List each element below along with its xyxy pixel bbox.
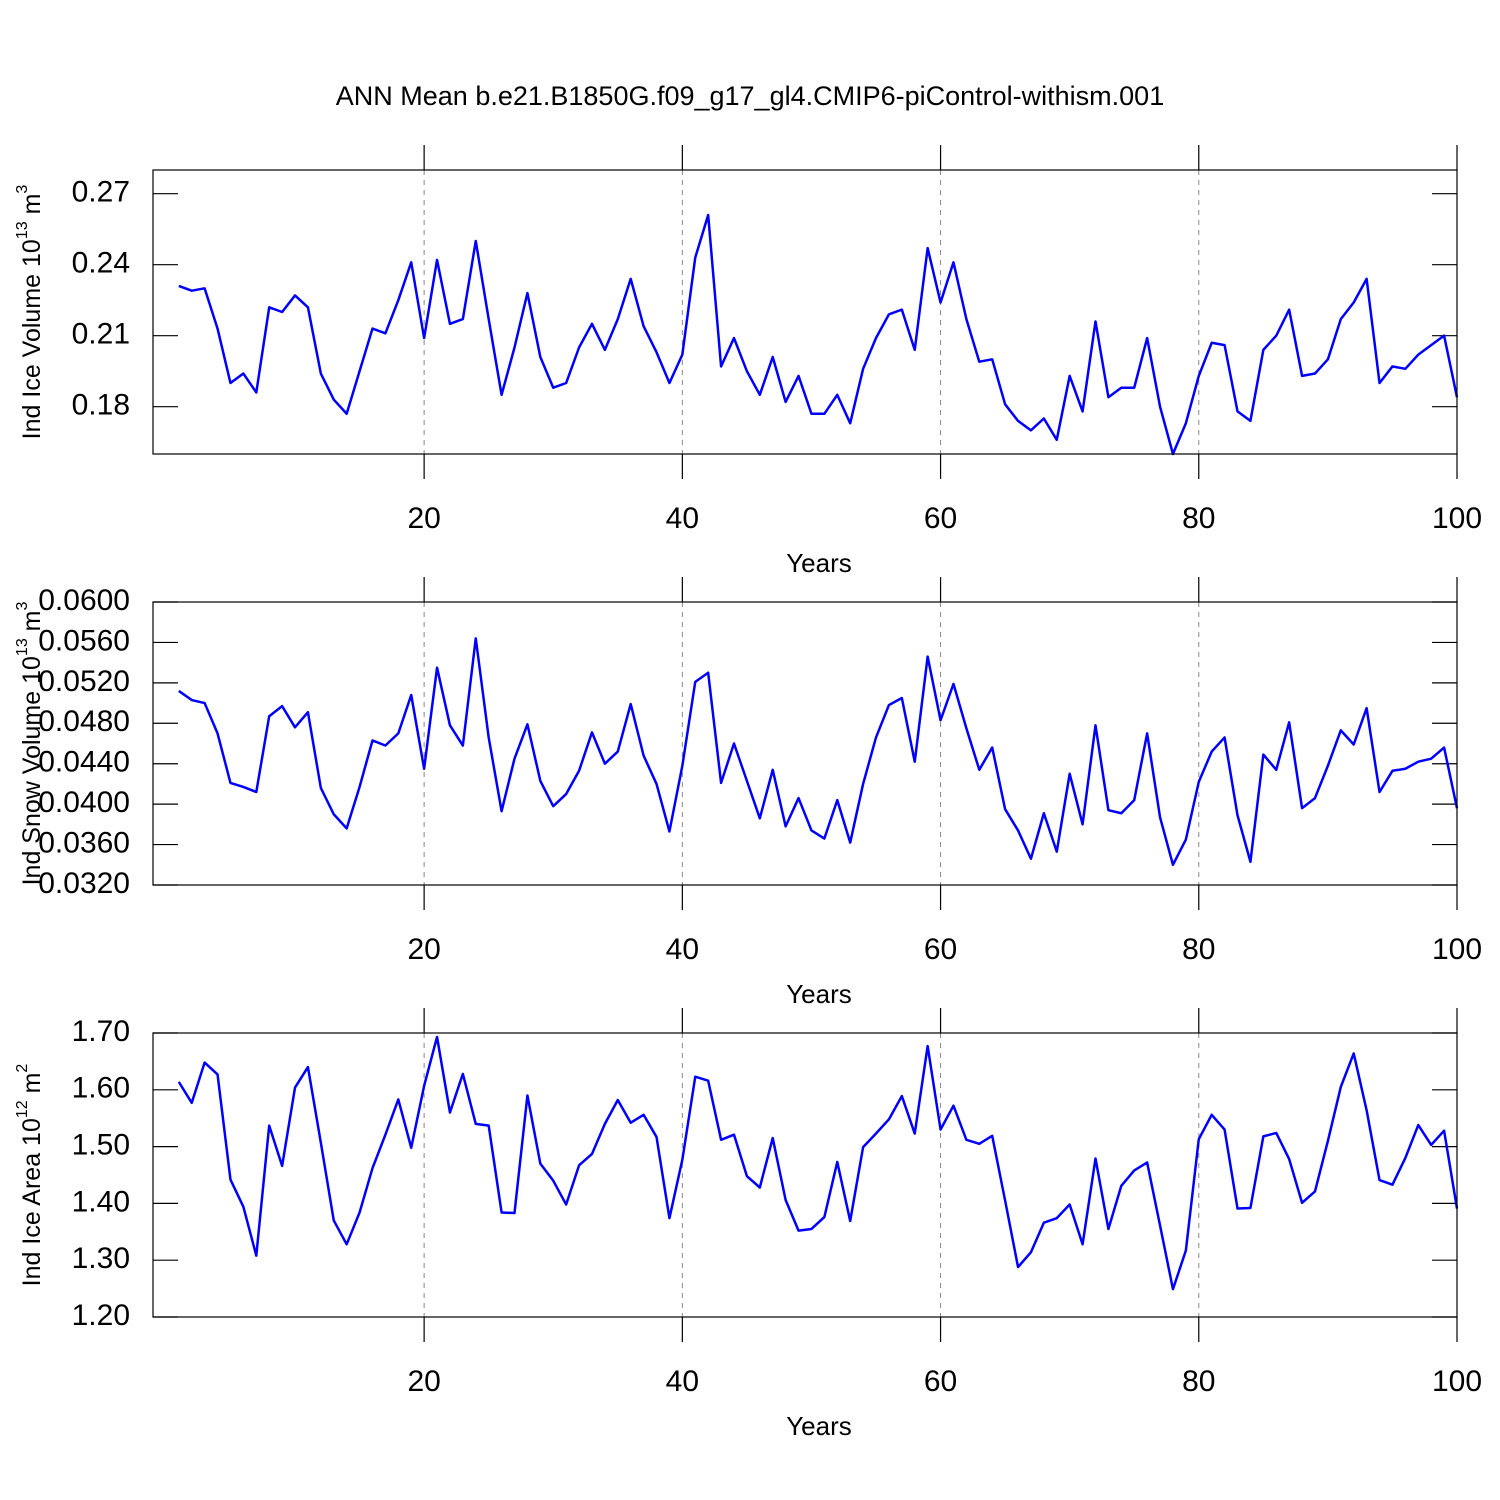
y-axis-label: Ind Snow Volume 1013 m3 <box>14 602 45 886</box>
chart-title: ANN Mean b.e21.B1850G.f09_g17_gl4.CMIP6-… <box>336 81 1164 111</box>
x-tick-label: 80 <box>1182 1365 1215 1398</box>
y-axis-label-part: m <box>18 611 46 639</box>
x-tick-label: 20 <box>407 1365 440 1398</box>
y-axis-label-part: m <box>18 1073 46 1101</box>
data-line <box>178 213 1459 456</box>
data-line <box>177 1035 1459 1291</box>
y-axis-label-part: Ind Snow Volume 10 <box>18 656 46 885</box>
y-tick-label: 0.21 <box>72 318 130 351</box>
y-tick-label: 0.0480 <box>38 705 130 738</box>
y-tick-label: 0.0320 <box>38 867 130 900</box>
x-tick-label: 60 <box>924 933 957 966</box>
y-axis-label: Ind Ice Volume 1013 m3 <box>14 185 45 440</box>
x-tick-label: 80 <box>1182 933 1215 966</box>
y-tick-label: 0.0400 <box>38 786 130 819</box>
y-tick-label: 0.24 <box>72 247 130 280</box>
x-tick-label: 60 <box>924 502 957 535</box>
y-axis-label-part: 2 <box>14 1064 31 1073</box>
y-tick-label: 0.0520 <box>38 665 130 698</box>
y-axis-label-part: 13 <box>14 638 31 656</box>
y-axis-label-part: m <box>18 194 46 222</box>
x-tick-label: 100 <box>1432 502 1482 535</box>
plot-frame <box>152 169 1458 455</box>
y-tick-label: 0.27 <box>72 176 130 209</box>
y-tick-label: 0.0560 <box>38 624 130 657</box>
x-tick-label: 100 <box>1432 933 1482 966</box>
plot-frame <box>152 1032 1458 1318</box>
x-axis-label: Years <box>786 548 852 578</box>
y-tick-label: 0.0440 <box>38 746 130 779</box>
y-axis-label-part: 12 <box>14 1100 31 1118</box>
plot-frame <box>152 601 1458 886</box>
y-axis-label-part: 13 <box>14 221 31 239</box>
x-tick-label: 100 <box>1432 1365 1482 1398</box>
x-tick-label: 80 <box>1182 502 1215 535</box>
y-axis-label-part: Ind Ice Volume 10 <box>18 239 46 439</box>
y-tick-label: 1.40 <box>72 1185 130 1218</box>
y-axis-label-part: 3 <box>14 602 31 611</box>
x-tick-label: 40 <box>666 1365 699 1398</box>
x-tick-label: 20 <box>407 502 440 535</box>
y-axis-label-part: 3 <box>14 185 31 194</box>
x-axis-label: Years <box>786 1411 852 1441</box>
y-tick-label: 1.30 <box>72 1242 130 1275</box>
x-tick-label: 60 <box>924 1365 957 1398</box>
y-tick-label: 1.20 <box>72 1299 130 1332</box>
y-tick-label: 0.0360 <box>38 826 130 859</box>
y-tick-label: 1.50 <box>72 1129 130 1162</box>
x-tick-label: 40 <box>666 933 699 966</box>
y-tick-label: 1.70 <box>72 1015 130 1048</box>
data-line <box>178 637 1459 867</box>
y-tick-label: 0.0600 <box>38 584 130 617</box>
y-axis-label-part: Ind Ice Area 10 <box>18 1118 46 1286</box>
x-tick-label: 20 <box>407 933 440 966</box>
x-tick-label: 40 <box>666 502 699 535</box>
y-axis-label: Ind Ice Area 1012 m2 <box>14 1064 45 1287</box>
x-axis-label: Years <box>786 979 852 1009</box>
y-tick-label: 0.18 <box>72 389 130 422</box>
y-tick-label: 1.60 <box>72 1072 130 1105</box>
